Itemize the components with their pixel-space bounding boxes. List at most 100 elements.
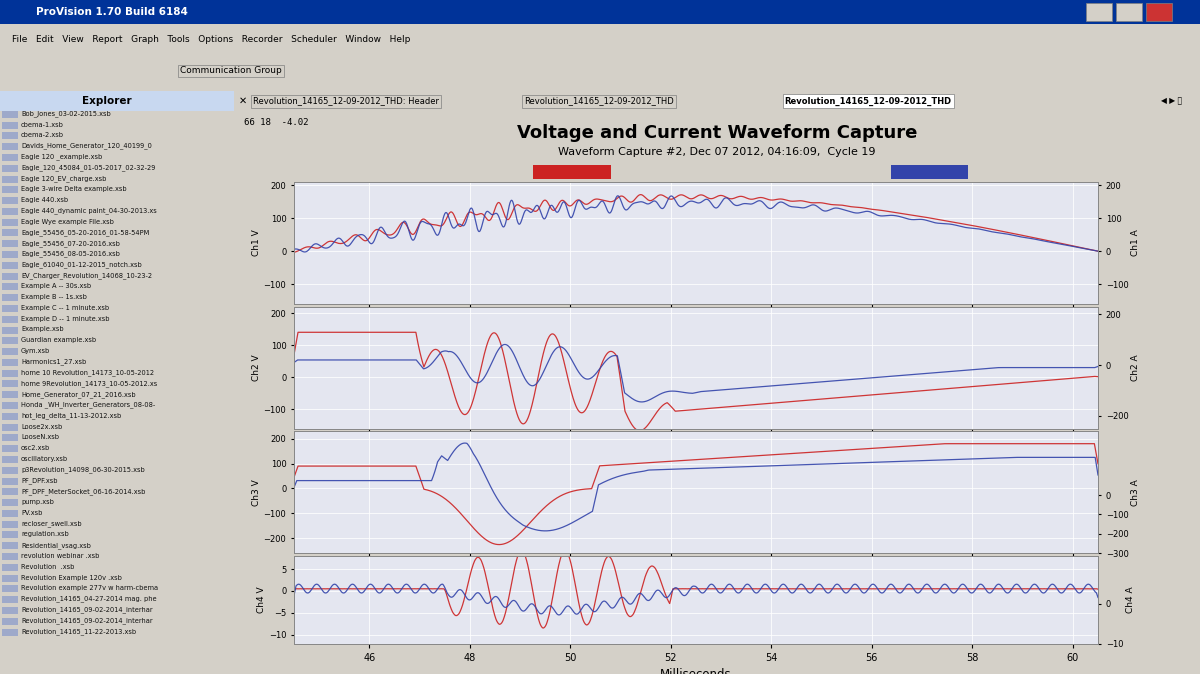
Text: cbema-2.xsb: cbema-2.xsb: [22, 132, 64, 138]
Bar: [2, 283, 18, 290]
Y-axis label: Ch3 V: Ch3 V: [252, 479, 260, 506]
Bar: [1116, 3, 1142, 21]
Bar: [2, 434, 18, 441]
Bar: [2, 369, 18, 377]
Text: Eagle_61040_01-12-2015_notch.xsb: Eagle_61040_01-12-2015_notch.xsb: [22, 262, 142, 268]
Bar: [2, 251, 18, 258]
Text: Harmonics1_27.xsb: Harmonics1_27.xsb: [22, 359, 86, 365]
Text: regulation.xsb: regulation.xsb: [22, 531, 68, 537]
Text: oscillatory.xsb: oscillatory.xsb: [22, 456, 68, 462]
Text: Residential_vsag.xsb: Residential_vsag.xsb: [22, 542, 91, 549]
Text: p3Revolution_14098_06-30-2015.xsb: p3Revolution_14098_06-30-2015.xsb: [22, 466, 145, 473]
Text: Waveform Capture #2, Dec 07 2012, 04:16:09,  Cycle 19: Waveform Capture #2, Dec 07 2012, 04:16:…: [558, 147, 876, 156]
Text: ✕: ✕: [239, 96, 247, 106]
Text: Loose2x.xsb: Loose2x.xsb: [22, 423, 62, 429]
Bar: [2, 553, 18, 560]
Bar: [2, 510, 18, 517]
Text: recloser_swell.xsb: recloser_swell.xsb: [22, 520, 82, 527]
Text: Example.xsb: Example.xsb: [22, 326, 64, 332]
Text: cbema-1.xsb: cbema-1.xsb: [22, 121, 64, 127]
Bar: [2, 596, 18, 603]
Text: Guardian example.xsb: Guardian example.xsb: [22, 337, 96, 343]
Text: Communication Group: Communication Group: [180, 67, 282, 75]
Text: ◀ ▶ 🗙: ◀ ▶ 🗙: [1162, 96, 1182, 106]
Text: Eagle_55456_05-20-2016_01-58-54PM: Eagle_55456_05-20-2016_01-58-54PM: [22, 229, 149, 236]
Text: Revolution_14165_12-09-2012_THD: Revolution_14165_12-09-2012_THD: [523, 96, 673, 106]
Bar: [2, 456, 18, 463]
Bar: [2, 229, 18, 237]
Text: hot_leg_delta_11-13-2012.xsb: hot_leg_delta_11-13-2012.xsb: [22, 412, 121, 419]
Bar: [2, 111, 18, 118]
Bar: [2, 532, 18, 539]
Bar: [2, 412, 18, 420]
Text: Eagle 440_dynamic paint_04-30-2013.xs: Eagle 440_dynamic paint_04-30-2013.xs: [22, 208, 157, 214]
Bar: [2, 262, 18, 269]
Bar: [2, 402, 18, 409]
Bar: [0, 50, 1200, 91]
Y-axis label: Ch3 A: Ch3 A: [1132, 479, 1140, 506]
Bar: [2, 272, 18, 280]
Bar: [2, 618, 18, 625]
Bar: [0, 0, 1200, 24]
Bar: [2, 154, 18, 161]
Text: Revolution Example 120v .xsb: Revolution Example 120v .xsb: [22, 574, 122, 580]
Text: Example C -- 1 minute.xsb: Example C -- 1 minute.xsb: [22, 305, 109, 311]
Text: Revolution_14165_11-22-2013.xsb: Revolution_14165_11-22-2013.xsb: [22, 628, 136, 635]
Bar: [2, 607, 18, 614]
Bar: [2, 445, 18, 452]
Bar: [2, 380, 18, 388]
Y-axis label: Ch4 V: Ch4 V: [257, 586, 266, 613]
Bar: [2, 391, 18, 398]
Bar: [2, 164, 18, 172]
Bar: [2, 499, 18, 506]
Bar: [2, 186, 18, 193]
Bar: [2, 575, 18, 582]
Bar: [2, 208, 18, 215]
Bar: [2, 348, 18, 355]
Text: PF_DPF_MeterSocket_06-16-2014.xsb: PF_DPF_MeterSocket_06-16-2014.xsb: [22, 488, 145, 495]
Bar: [1086, 3, 1112, 21]
Bar: [2, 423, 18, 431]
Bar: [2, 294, 18, 301]
Text: ProVision 1.70 Build 6184: ProVision 1.70 Build 6184: [36, 7, 188, 17]
Bar: [2, 543, 18, 549]
Bar: [2, 197, 18, 204]
Text: Eagle_55456_08-05-2016.xsb: Eagle_55456_08-05-2016.xsb: [22, 251, 120, 257]
Bar: [2, 305, 18, 312]
Text: Honda _WH_Inverter_Generators_08-08-: Honda _WH_Inverter_Generators_08-08-: [22, 402, 155, 408]
Text: Example A -- 30s.xsb: Example A -- 30s.xsb: [22, 283, 91, 289]
Text: revolution webinar .xsb: revolution webinar .xsb: [22, 553, 100, 559]
Bar: [890, 165, 968, 179]
Text: Davids_Home_Generator_120_40199_0: Davids_Home_Generator_120_40199_0: [22, 143, 152, 150]
Bar: [2, 564, 18, 571]
Bar: [2, 143, 18, 150]
Text: Revolution_14165_09-02-2014_interhar: Revolution_14165_09-02-2014_interhar: [22, 607, 152, 613]
Text: Voltage and Current Waveform Capture: Voltage and Current Waveform Capture: [517, 124, 917, 142]
Bar: [2, 121, 18, 129]
Text: Revolution_14165_04-27-2014 mag. phe: Revolution_14165_04-27-2014 mag. phe: [22, 596, 157, 603]
Text: File   Edit   View   Report   Graph   Tools   Options   Recorder   Scheduler   W: File Edit View Report Graph Tools Option…: [12, 34, 410, 44]
Y-axis label: Ch4 A: Ch4 A: [1126, 586, 1135, 613]
Bar: [534, 165, 611, 179]
Text: Bob_Jones_03-02-2015.xsb: Bob_Jones_03-02-2015.xsb: [22, 111, 110, 117]
Text: Home_Generator_07_21_2016.xsb: Home_Generator_07_21_2016.xsb: [22, 391, 136, 398]
X-axis label: Milliseconds: Milliseconds: [660, 668, 732, 674]
Text: Revolution_14165_12-09-2012_THD: Header: Revolution_14165_12-09-2012_THD: Header: [253, 96, 439, 106]
Text: Eagle 3-wire Delta example.xsb: Eagle 3-wire Delta example.xsb: [22, 186, 127, 192]
Text: Eagle_55456_07-20-2016.xsb: Eagle_55456_07-20-2016.xsb: [22, 240, 120, 247]
Bar: [2, 132, 18, 140]
Text: Explorer: Explorer: [82, 96, 132, 106]
Text: Revolution_14165_09-02-2014_interhar: Revolution_14165_09-02-2014_interhar: [22, 617, 152, 624]
Bar: [2, 337, 18, 344]
Text: Eagle 120_EV_charge.xsb: Eagle 120_EV_charge.xsb: [22, 175, 107, 182]
Text: Gym.xsb: Gym.xsb: [22, 348, 50, 354]
Bar: [2, 629, 18, 636]
Bar: [2, 326, 18, 334]
Bar: [2, 175, 18, 183]
Bar: [2, 477, 18, 485]
Y-axis label: Ch1 A: Ch1 A: [1132, 230, 1140, 256]
Bar: [2, 359, 18, 366]
Bar: [2, 315, 18, 323]
Bar: [2, 488, 18, 495]
Bar: [1146, 3, 1172, 21]
